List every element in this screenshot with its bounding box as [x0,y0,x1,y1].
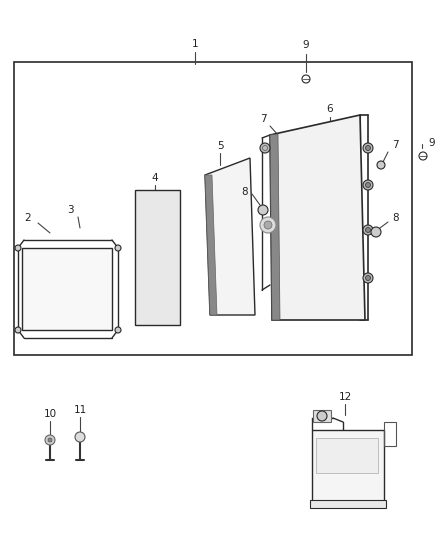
Bar [313,410,331,422]
Text: 5: 5 [217,141,223,151]
Circle shape [15,245,21,251]
Circle shape [260,217,276,233]
Circle shape [363,225,373,235]
Text: 9: 9 [428,138,434,148]
Text: 7: 7 [392,140,399,150]
Circle shape [371,227,381,237]
Bar [22,248,112,330]
Polygon shape [270,134,280,320]
Text: 8: 8 [241,187,248,197]
Bar [316,438,378,473]
Text: 1: 1 [192,39,198,49]
Text: 10: 10 [43,409,57,419]
Circle shape [365,228,371,232]
Circle shape [363,143,373,153]
Circle shape [365,276,371,280]
Text: 11: 11 [74,405,87,415]
Circle shape [115,327,121,333]
Text: 9: 9 [303,40,309,50]
Circle shape [45,435,55,445]
Text: 6: 6 [327,104,333,114]
Text: 2: 2 [25,213,31,223]
Polygon shape [270,115,365,320]
Circle shape [365,146,371,150]
Circle shape [363,273,373,283]
Bar [312,430,384,504]
Circle shape [75,432,85,442]
Bar [310,500,386,508]
Polygon shape [205,175,217,315]
Circle shape [264,221,272,229]
Circle shape [258,205,268,215]
Text: 12: 12 [339,392,352,402]
Polygon shape [135,190,180,325]
Text: 4: 4 [152,173,158,183]
Circle shape [260,143,270,153]
Circle shape [48,438,52,442]
Circle shape [115,245,121,251]
Polygon shape [205,158,255,315]
Bar [14,62,412,355]
Text: 3: 3 [67,205,73,215]
Circle shape [365,182,371,188]
Circle shape [15,327,21,333]
Text: 8: 8 [392,213,399,223]
Text: 7: 7 [260,114,266,124]
Circle shape [363,180,373,190]
Circle shape [377,161,385,169]
Circle shape [317,411,327,421]
